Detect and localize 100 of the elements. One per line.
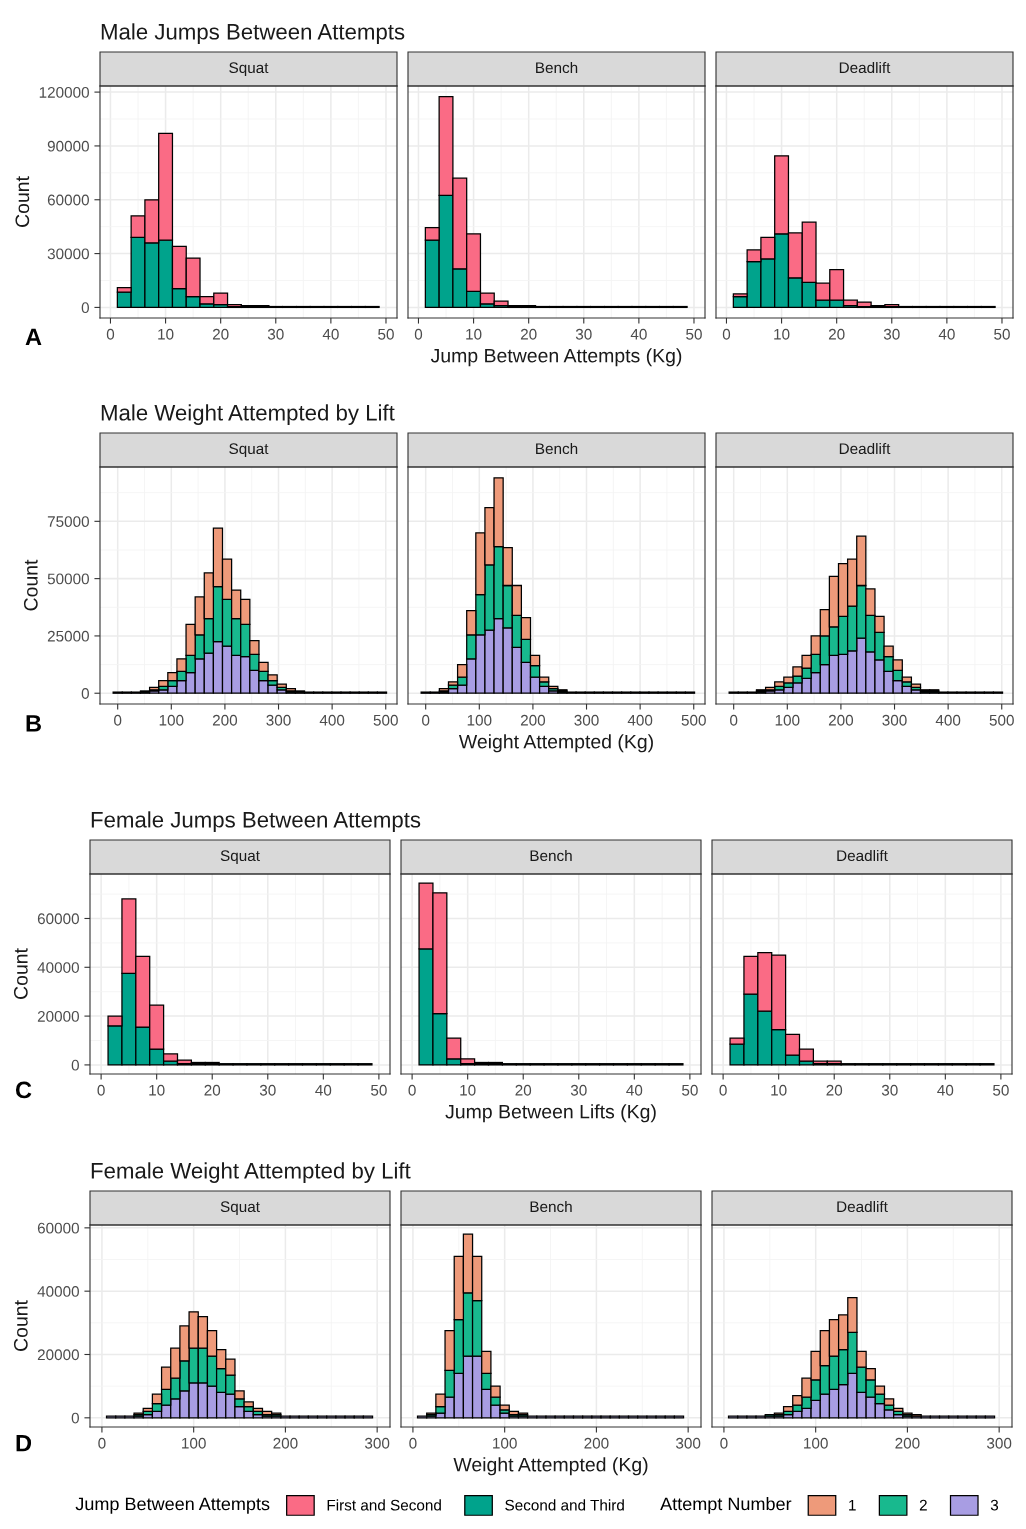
x-tick-label: 100 (182, 1437, 206, 1449)
chart-title: Squat (220, 1201, 260, 1216)
y-tick-label: 50000 (47, 573, 89, 585)
y-axis-title: Count (13, 948, 28, 999)
x-tick-label: 100 (467, 714, 492, 726)
x-tick-label: 500 (373, 714, 398, 726)
text: Female Weight Attempted by Lift (91, 1162, 411, 1183)
chart-title: Bench (536, 442, 578, 455)
x-tick-label: 300 (986, 1437, 1012, 1449)
x-tick-label: 20 (826, 1084, 843, 1096)
x-tick-label: 0 (720, 1437, 728, 1449)
x-tick-label: 40 (315, 1084, 332, 1096)
x-tick-label: 400 (319, 714, 345, 726)
y-tick-label: 75000 (47, 516, 89, 528)
x-tick-label: 0 (106, 328, 115, 340)
x-tick-label: 200 (273, 1437, 298, 1449)
chart-title: Bench (536, 61, 578, 74)
y-axis-title: Count (13, 1300, 28, 1351)
x-tick-label: 10 (158, 328, 174, 340)
chart-title: Deadlift (839, 442, 891, 455)
chart-title: Squat (220, 850, 260, 865)
x-tick-label: 20 (212, 328, 229, 340)
text: Male Jumps Between Attempts (101, 23, 405, 44)
x-tick-label: 10 (771, 1084, 787, 1096)
x-tick-label: 50 (686, 328, 702, 340)
x-tick-label: 50 (993, 1084, 1009, 1096)
x-tick-label: 30 (575, 328, 592, 340)
x-tick-label: 40 (626, 1084, 643, 1096)
x-tick-label: 10 (774, 328, 790, 340)
y-tick-label: 0 (81, 688, 89, 699)
x-tick-label: 100 (804, 1437, 828, 1449)
x-tick-label: 400 (627, 714, 653, 726)
y-axis-title: Count (23, 559, 38, 611)
x-tick-label: 200 (895, 1437, 920, 1449)
x-tick-label: 0 (422, 714, 430, 726)
legend-label: 2 (919, 1499, 927, 1511)
chart-title: Bench (530, 849, 572, 862)
y-tick-label: 60000 (37, 1222, 79, 1234)
x-axis-title: Weight Attempted (Kg) (453, 1457, 648, 1476)
y-tick-label: 0 (81, 302, 89, 314)
x-tick-label: 50 (378, 328, 394, 340)
x-tick-label: 300 (574, 714, 599, 726)
y-tick-label: 20000 (37, 1010, 79, 1022)
x-tick-label: 30 (267, 328, 284, 340)
x-tick-label: 10 (460, 1084, 476, 1096)
chart-title: Deadlift (839, 61, 891, 74)
x-tick-label: 40 (937, 1084, 954, 1096)
x-axis-title: Jump Between Attempts (Kg) (430, 348, 682, 367)
legend-label: Second and Third (505, 1499, 624, 1511)
y-tick-label: 60000 (47, 194, 89, 206)
text: Female Jumps Between Attempts (91, 811, 421, 832)
x-tick-label: 0 (719, 1084, 727, 1096)
y-tick-label: 0 (71, 1412, 79, 1424)
x-tick-label: 0 (408, 1084, 416, 1096)
y-tick-label: 40000 (37, 1286, 79, 1297)
x-tick-label: 50 (682, 1084, 698, 1096)
x-tick-label: 400 (935, 714, 961, 726)
y-tick-label: 40000 (37, 962, 79, 973)
y-tick-label: 0 (71, 1059, 79, 1071)
text: A (25, 328, 42, 345)
x-tick-label: 100 (775, 714, 800, 726)
x-tick-label: 40 (322, 328, 339, 340)
x-tick-label: 200 (828, 714, 854, 726)
x-tick-label: 500 (681, 714, 706, 726)
x-tick-label: 20 (204, 1084, 221, 1096)
x-tick-label: 50 (994, 328, 1010, 340)
x-tick-label: 100 (159, 714, 184, 726)
y-tick-label: 20000 (37, 1349, 79, 1361)
x-tick-label: 20 (828, 328, 845, 340)
x-tick-label: 30 (259, 1084, 276, 1096)
x-axis-title: Jump Between Lifts (Kg) (445, 1104, 656, 1123)
y-tick-label: 120000 (39, 86, 89, 98)
text: Male Weight Attempted by Lift (101, 404, 395, 425)
x-tick-label: 10 (466, 328, 482, 340)
legend-title: Jump Between Attempts (75, 1497, 270, 1514)
x-tick-label: 300 (675, 1437, 701, 1449)
x-tick-label: 200 (520, 714, 546, 726)
x-tick-label: 20 (515, 1084, 532, 1096)
x-tick-label: 300 (364, 1437, 390, 1449)
x-tick-label: 0 (98, 1437, 106, 1449)
x-tick-label: 200 (212, 714, 238, 726)
x-axis-title: Weight Attempted (Kg) (458, 734, 653, 753)
x-tick-label: 0 (114, 714, 122, 726)
x-tick-label: 500 (989, 714, 1014, 726)
x-tick-label: 30 (570, 1084, 587, 1096)
y-tick-label: 25000 (47, 630, 89, 642)
x-tick-label: 0 (722, 328, 731, 340)
x-tick-label: 30 (881, 1084, 898, 1096)
x-tick-label: 50 (371, 1084, 387, 1096)
x-tick-label: 0 (97, 1084, 105, 1096)
chart-title: Deadlift (837, 1200, 888, 1213)
y-tick-label: 60000 (37, 913, 79, 925)
x-tick-label: 100 (493, 1437, 517, 1449)
x-tick-label: 40 (630, 328, 647, 340)
legend-label: First and Second (327, 1499, 441, 1511)
x-tick-label: 300 (882, 714, 907, 726)
x-tick-label: 300 (266, 714, 291, 726)
x-tick-label: 10 (149, 1084, 165, 1096)
y-tick-label: 90000 (47, 140, 89, 152)
chart-title: Squat (229, 443, 269, 458)
